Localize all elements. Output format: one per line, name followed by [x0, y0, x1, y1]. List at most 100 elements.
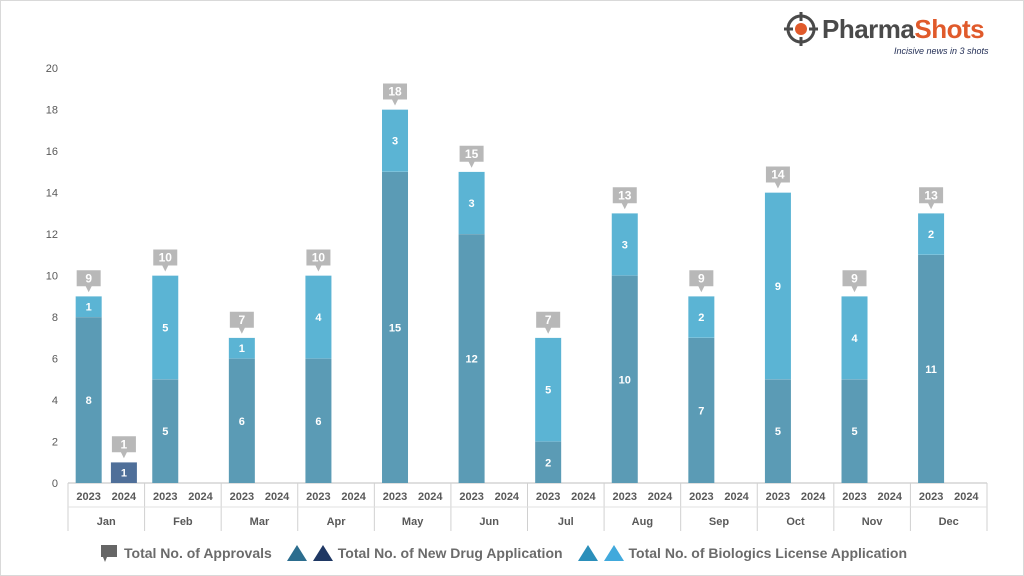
total-label: 9 [85, 271, 92, 285]
total-label: 7 [239, 313, 246, 327]
data-label: 15 [389, 322, 401, 334]
legend-label-bla: Total No. of Biologics License Applicati… [628, 545, 908, 561]
y-tick-label: 16 [46, 146, 58, 158]
triangle-icon [286, 545, 307, 561]
year-tick-label: 2023 [230, 491, 254, 503]
year-tick-label: 2024 [418, 491, 443, 503]
legend-label-approvals: Total No. of Approvals [124, 545, 272, 561]
total-label-box [76, 270, 101, 293]
year-tick-label: 2023 [689, 491, 713, 503]
bar-segment [764, 192, 791, 380]
bar-segment [75, 317, 102, 483]
bar-segment [535, 337, 562, 442]
month-tick-label: Nov [862, 516, 884, 528]
bar-segment [688, 337, 715, 483]
bar-segment [382, 171, 409, 483]
total-label-box [459, 145, 484, 168]
bar-segment [152, 275, 179, 380]
year-tick-label: 2024 [112, 491, 137, 503]
year-tick-label: 2024 [341, 491, 366, 503]
data-label: 10 [619, 374, 631, 386]
total-label: 1 [121, 437, 128, 451]
total-label: 18 [388, 85, 402, 99]
data-label: 11 [925, 364, 937, 376]
data-label: 5 [775, 426, 781, 438]
y-tick-label: 18 [46, 105, 58, 117]
bar-segment [841, 379, 868, 483]
y-tick-label: 12 [46, 229, 58, 241]
bar-segment [458, 234, 485, 483]
legend-label-nda: Total No. of New Drug Application [337, 545, 563, 561]
data-label: 5 [162, 426, 168, 438]
year-tick-label: 2023 [766, 491, 790, 503]
y-tick-label: 2 [52, 437, 58, 449]
data-label: 12 [465, 354, 477, 366]
year-tick-label: 2024 [877, 491, 902, 503]
chart-legend: Total No. of Approvals Total No. of New … [100, 538, 921, 568]
bar-segment [110, 462, 137, 483]
data-label: 2 [928, 229, 934, 241]
total-label: 7 [545, 313, 552, 327]
bar-segment [918, 254, 945, 483]
bar-segment [841, 296, 868, 380]
month-tick-label: Jan [97, 516, 116, 528]
data-label: 9 [775, 281, 781, 293]
year-tick-label: 2023 [842, 491, 866, 503]
month-tick-label: Dec [939, 516, 959, 528]
year-tick-label: 2024 [648, 491, 673, 503]
total-label: 10 [312, 251, 326, 265]
bar-segment [688, 296, 715, 338]
data-label: 7 [698, 405, 704, 417]
month-tick-label: Sep [709, 516, 729, 528]
total-label-box [111, 436, 136, 459]
bar-segment [382, 109, 409, 172]
bar-segment [228, 337, 255, 359]
year-tick-label: 2023 [536, 491, 560, 503]
pharmashots-logo: PharmaShots Incisive news in 3 shots [784, 12, 989, 56]
bar-segment [458, 171, 485, 234]
y-tick-label: 6 [52, 354, 58, 366]
data-label: 3 [469, 198, 475, 210]
total-label-box [306, 249, 331, 272]
year-tick-label: 2023 [919, 491, 943, 503]
data-label: 4 [851, 333, 858, 345]
year-tick-label: 2024 [495, 491, 520, 503]
legend-item-approvals: Total No. of Approvals [100, 543, 272, 563]
crosshair-logo-icon [784, 12, 818, 46]
year-tick-label: 2023 [153, 491, 177, 503]
y-tick-label: 0 [52, 478, 58, 490]
callout-flag-icon [101, 545, 117, 562]
total-label: 9 [851, 271, 858, 285]
y-tick-label: 8 [52, 312, 58, 324]
data-label: 2 [698, 312, 704, 324]
logo-name-part1: Pharma [822, 14, 915, 44]
bar-segment [75, 296, 102, 317]
month-tick-label: Apr [327, 516, 347, 528]
month-tick-label: Jun [479, 516, 499, 528]
logo-tagline: Incisive news in 3 shots [894, 46, 989, 56]
year-tick-label: 2023 [613, 491, 637, 503]
total-label-box [229, 311, 254, 334]
bar-segment [152, 379, 179, 483]
total-label-box [612, 187, 637, 210]
data-label: 6 [315, 416, 321, 428]
data-label: 4 [315, 312, 322, 324]
data-label: 6 [239, 416, 245, 428]
bar-segment [305, 358, 332, 483]
year-tick-label: 2024 [724, 491, 749, 503]
data-label: 1 [86, 302, 92, 314]
month-tick-label: Mar [250, 516, 270, 528]
year-tick-label: 2023 [383, 491, 407, 503]
total-label-box [383, 83, 408, 106]
total-label: 13 [618, 188, 632, 202]
bar-segment [305, 275, 332, 359]
total-label-box [689, 270, 714, 293]
bar-segment [918, 213, 945, 255]
y-tick-label: 4 [52, 395, 58, 407]
data-label: 5 [545, 385, 551, 397]
year-tick-label: 2024 [954, 491, 979, 503]
bar-segment [611, 275, 638, 483]
legend-item-nda: Total No. of New Drug Application [286, 543, 563, 563]
year-tick-label: 2023 [76, 491, 100, 503]
